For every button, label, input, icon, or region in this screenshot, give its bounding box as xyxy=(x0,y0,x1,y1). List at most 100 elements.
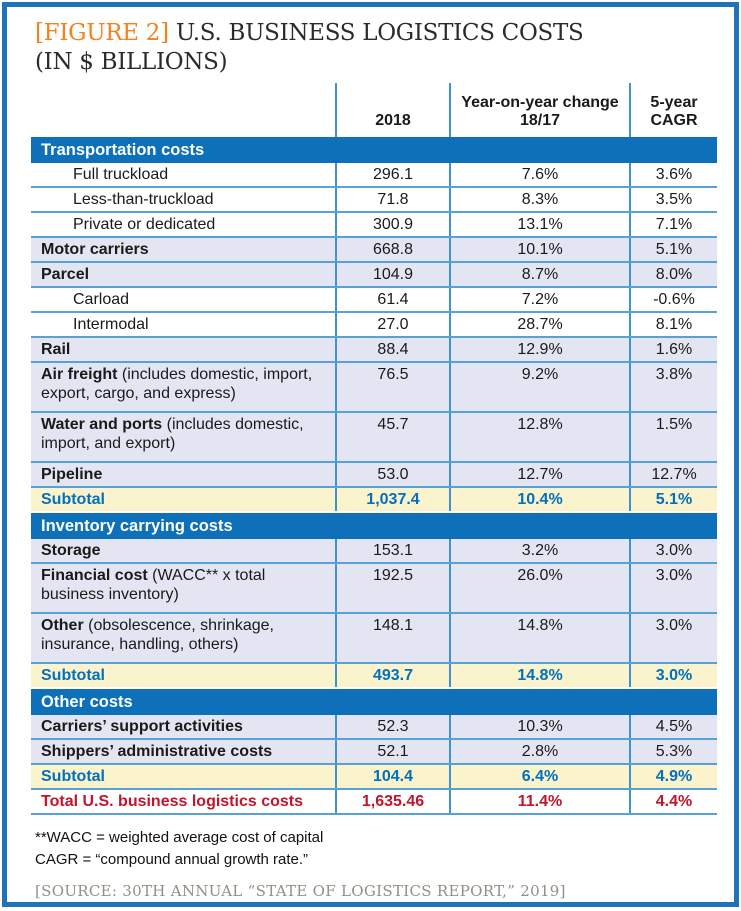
footnotes: **WACC = weighted average cost of capita… xyxy=(35,827,717,871)
value-yoy: 10.1% xyxy=(449,238,629,261)
value-yoy: 7.6% xyxy=(449,163,629,186)
value-cagr: 3.0% xyxy=(629,614,717,662)
value-cagr: 3.5% xyxy=(629,188,717,211)
row-label: Water and ports xyxy=(41,416,163,433)
row-label: Subtotal xyxy=(41,491,105,508)
value-yoy: 7.2% xyxy=(449,288,629,311)
row-note: (includes domestic, import, and export) xyxy=(41,416,304,452)
row-label: Other xyxy=(41,617,84,634)
row-label: Motor carriers xyxy=(41,241,149,258)
value-2018: 45.7 xyxy=(335,413,449,461)
value-cagr: 3.0% xyxy=(629,664,717,687)
value-cagr: 7.1% xyxy=(629,213,717,236)
value-yoy: 8.7% xyxy=(449,263,629,286)
row-note: (obsolescence, shrinkage, insurance, han… xyxy=(41,617,274,653)
table-row-full-truckload: Full truckload 296.1 7.6% 3.6% xyxy=(31,163,717,188)
value-yoy: 12.7% xyxy=(449,463,629,486)
row-label: Subtotal xyxy=(41,768,105,785)
row-label: Rail xyxy=(41,341,71,358)
value-cagr: 4.4% xyxy=(629,790,717,813)
value-cagr: 1.6% xyxy=(629,338,717,361)
value-2018: 296.1 xyxy=(335,163,449,186)
figure-title-text: U.S. BUSINESS LOGISTICS COSTS xyxy=(175,20,584,46)
row-label: Parcel xyxy=(41,266,90,283)
value-cagr: 3.8% xyxy=(629,363,717,411)
value-cagr: 4.5% xyxy=(629,715,717,738)
value-yoy: 2.8% xyxy=(449,740,629,763)
row-label: Total U.S. business logistics costs xyxy=(41,793,303,810)
value-yoy: 12.8% xyxy=(449,413,629,461)
value-2018: 52.1 xyxy=(335,740,449,763)
figure-tag: [FIGURE 2] xyxy=(35,20,169,46)
row-label: Subtotal xyxy=(41,667,105,684)
value-yoy: 13.1% xyxy=(449,213,629,236)
table-row-parcel: Parcel 104.9 8.7% 8.0% xyxy=(31,263,717,288)
value-cagr: 12.7% xyxy=(629,463,717,486)
row-label: Storage xyxy=(41,542,101,559)
section-header-inventory-carrying-costs: Inventory carrying costs xyxy=(31,513,717,539)
source-citation: [SOURCE: 30TH ANNUAL “STATE OF LOGISTICS… xyxy=(35,882,566,900)
figure-subtitle: (IN $ BILLIONS) xyxy=(35,49,228,75)
figure-title: [FIGURE 2] U.S. BUSINESS LOGISTICS COSTS xyxy=(35,19,717,48)
table-row-total-logistics-costs: Total U.S. business logistics costs 1,63… xyxy=(31,790,717,815)
row-label: Air freight xyxy=(41,366,118,383)
value-2018: 153.1 xyxy=(335,539,449,562)
value-2018: 668.8 xyxy=(335,238,449,261)
table-row-transportation-subtotal: Subtotal 1,037.4 10.4% 5.1% xyxy=(31,488,717,513)
value-yoy: 11.4% xyxy=(449,790,629,813)
value-yoy: 12.9% xyxy=(449,338,629,361)
row-label: Carload xyxy=(73,291,130,308)
value-2018: 53.0 xyxy=(335,463,449,486)
column-header-2018: 2018 xyxy=(335,83,449,137)
value-yoy: 9.2% xyxy=(449,363,629,411)
value-2018: 104.9 xyxy=(335,263,449,286)
value-2018: 71.8 xyxy=(335,188,449,211)
value-yoy: 14.8% xyxy=(449,614,629,662)
table-row-financial-cost: Financial cost (WACC** x total business … xyxy=(31,564,717,614)
value-cagr: 3.6% xyxy=(629,163,717,186)
value-2018: 192.5 xyxy=(335,564,449,612)
value-2018: 1,635.46 xyxy=(335,790,449,813)
value-2018: 1,037.4 xyxy=(335,488,449,511)
value-2018: 300.9 xyxy=(335,213,449,236)
footnote-wacc: **WACC = weighted average cost of capita… xyxy=(35,829,324,846)
figure-title-block: [FIGURE 2] U.S. BUSINESS LOGISTICS COSTS… xyxy=(35,19,717,77)
value-yoy: 10.3% xyxy=(449,715,629,738)
row-label: Intermodal xyxy=(73,316,149,333)
row-label: Full truckload xyxy=(73,166,169,183)
table-row-air-freight: Air freight (includes domestic, import, … xyxy=(31,363,717,413)
table-header-row: 2018 Year-on-year change 18/17 5-year CA… xyxy=(31,83,717,137)
row-label: Pipeline xyxy=(41,466,103,483)
table-row-intermodal: Intermodal 27.0 28.7% 8.1% xyxy=(31,313,717,338)
value-yoy: 28.7% xyxy=(449,313,629,336)
footnote-cagr: CAGR = “compound annual growth rate.” xyxy=(35,851,309,868)
table-row-other-subtotal: Subtotal 104.4 6.4% 4.9% xyxy=(31,765,717,790)
row-note: (WACC** x total business inventory) xyxy=(41,567,266,603)
value-cagr: 5.3% xyxy=(629,740,717,763)
section-header-other-costs: Other costs xyxy=(31,689,717,715)
value-cagr: 1.5% xyxy=(629,413,717,461)
table-row-carriers-support-activities: Carriers’ support activities 52.3 10.3% … xyxy=(31,715,717,740)
table-row-motor-carriers: Motor carriers 668.8 10.1% 5.1% xyxy=(31,238,717,263)
table-row-storage: Storage 153.1 3.2% 3.0% xyxy=(31,539,717,564)
table-row-less-than-truckload: Less-than-truckload 71.8 8.3% 3.5% xyxy=(31,188,717,213)
table-row-water-and-ports: Water and ports (includes domestic, impo… xyxy=(31,413,717,463)
value-2018: 104.4 xyxy=(335,765,449,788)
table-row-inventory-subtotal: Subtotal 493.7 14.8% 3.0% xyxy=(31,664,717,689)
value-2018: 493.7 xyxy=(335,664,449,687)
value-yoy: 3.2% xyxy=(449,539,629,562)
value-2018: 61.4 xyxy=(335,288,449,311)
column-header-yoy-change: Year-on-year change 18/17 xyxy=(449,83,629,137)
value-yoy: 6.4% xyxy=(449,765,629,788)
value-2018: 148.1 xyxy=(335,614,449,662)
value-yoy: 26.0% xyxy=(449,564,629,612)
value-2018: 52.3 xyxy=(335,715,449,738)
section-header-transportation-costs: Transportation costs xyxy=(31,137,717,163)
row-note: (includes domestic, import, export, carg… xyxy=(41,366,313,402)
table-row-other-inventory: Other (obsolescence, shrinkage, insuranc… xyxy=(31,614,717,664)
value-yoy: 8.3% xyxy=(449,188,629,211)
logistics-costs-table: 2018 Year-on-year change 18/17 5-year CA… xyxy=(31,83,717,815)
value-cagr: 3.0% xyxy=(629,539,717,562)
column-header-5yr-cagr: 5-year CAGR xyxy=(629,83,717,137)
